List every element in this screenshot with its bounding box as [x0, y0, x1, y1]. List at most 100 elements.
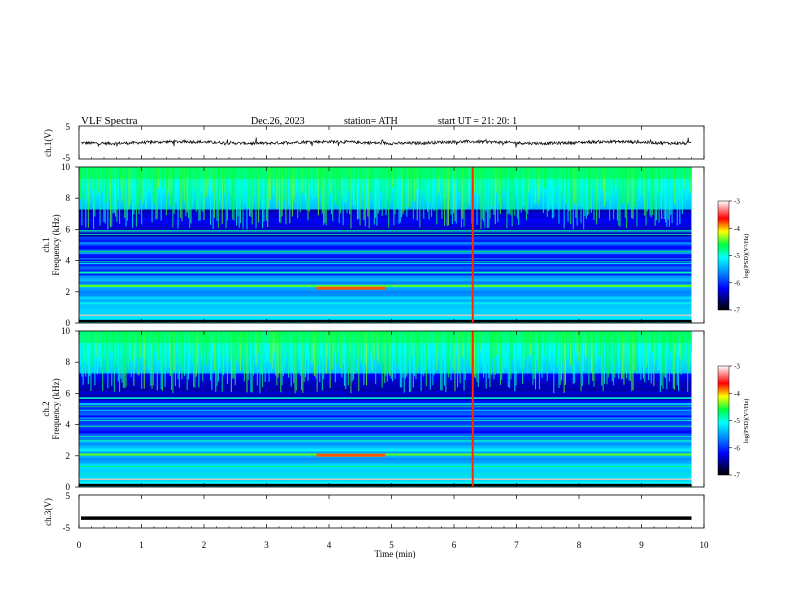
- spectrogram-band: [79, 391, 692, 395]
- spectrogram-sferic: [293, 331, 295, 384]
- spectrogram-sferic: [226, 331, 228, 384]
- spectrogram-band: [79, 296, 692, 300]
- spectrogram-sferic: [158, 331, 160, 361]
- spectrogram-sferic: [151, 167, 153, 223]
- spectrogram-sferic: [316, 331, 318, 392]
- ch2-colorbar-gradient: [717, 365, 730, 476]
- spectrogram-sferic: [250, 331, 252, 393]
- spectrogram-ref-line: [79, 319, 692, 323]
- spectrogram-band: [79, 209, 692, 213]
- spectrogram-sferic: [306, 167, 308, 211]
- spectrogram-sferic: [680, 331, 682, 375]
- spectrogram-sferic: [536, 331, 538, 361]
- spectrogram-sferic: [217, 167, 219, 228]
- spectrogram-sferic: [189, 167, 191, 228]
- spectrogram-sferic: [225, 167, 227, 229]
- spectrogram-sferic: [254, 167, 256, 198]
- spectrogram-sferic: [269, 331, 271, 364]
- spectrogram-sferic: [197, 167, 199, 210]
- spectrogram-sferic: [281, 167, 283, 217]
- spectrogram-sferic: [574, 331, 576, 383]
- spectrogram-sferic: [333, 167, 335, 203]
- spectrogram-sferic: [645, 167, 647, 226]
- spectrogram-sferic: [406, 167, 408, 217]
- spectrogram-sferic: [284, 331, 286, 370]
- spectrogram-sferic: [670, 167, 672, 215]
- spectrogram-sferic: [416, 167, 418, 221]
- spectrogram-sferic: [463, 167, 465, 227]
- spectrogram-sferic: [229, 331, 231, 359]
- spectrogram-sferic: [485, 331, 487, 389]
- spectrogram-sferic: [462, 167, 464, 219]
- spectrogram-sferic: [597, 167, 599, 202]
- spectrogram-line: [79, 465, 692, 467]
- spectrogram-sferic: [369, 167, 371, 193]
- spectrogram-sferic: [100, 331, 102, 367]
- spectrogram-sferic: [446, 331, 448, 366]
- spectrogram-sferic: [668, 331, 670, 382]
- spectrogram-sferic: [450, 331, 452, 380]
- spectrogram-sferic: [423, 167, 425, 219]
- spectrogram-sferic: [223, 331, 225, 376]
- spectrogram-sferic: [141, 167, 143, 225]
- spectrogram-sferic: [475, 167, 477, 192]
- spectrogram-band: [79, 266, 692, 270]
- spectrogram-sferic: [445, 167, 447, 199]
- spectrogram-sferic: [631, 331, 633, 392]
- spectrogram-band: [79, 272, 692, 276]
- spectrogram-sferic: [275, 331, 277, 376]
- spectrogram-sferic: [590, 167, 592, 213]
- spectrogram-sferic: [346, 167, 348, 213]
- spectrogram-sferic: [355, 167, 357, 205]
- spectrogram-sferic: [260, 167, 262, 208]
- spectrogram-sferic: [403, 167, 405, 211]
- spectrogram-sferic: [83, 167, 85, 201]
- spectrogram-sferic: [85, 331, 87, 377]
- spectrogram-sferic: [497, 167, 499, 223]
- spectrogram-sferic: [416, 331, 418, 372]
- spectrogram-sferic: [629, 167, 631, 209]
- spectrogram-sferic: [501, 167, 503, 208]
- spectrogram-sferic: [379, 331, 381, 363]
- spectrogram-line: [79, 251, 692, 252]
- spectrogram-sferic: [185, 167, 187, 217]
- spectrogram-sferic: [515, 167, 517, 198]
- spectrogram-sferic: [583, 331, 585, 371]
- spectrogram-line: [79, 301, 692, 303]
- spectrogram-sferic: [224, 331, 226, 357]
- spectrogram-sferic: [431, 167, 433, 217]
- spectrogram-sferic: [614, 331, 616, 378]
- spectrogram-line: [79, 473, 692, 475]
- spectrogram-sferic: [363, 331, 365, 385]
- spectrogram-sferic: [197, 331, 199, 364]
- spectrogram-sferic: [688, 167, 690, 194]
- spectrogram-line: [79, 456, 692, 458]
- spectrogram-sferic: [94, 331, 96, 386]
- spectrogram-sferic: [523, 167, 525, 206]
- spectrogram-sferic: [514, 331, 516, 392]
- spectrogram-sferic: [90, 167, 92, 195]
- xtick-label: 10: [700, 540, 710, 550]
- spectrogram-sferic: [233, 167, 235, 221]
- spectrogram-sferic: [650, 331, 652, 384]
- spectrogram-band: [79, 227, 692, 231]
- spectrogram-sferic: [499, 331, 501, 385]
- spectrogram-sferic: [285, 167, 287, 225]
- spectrogram-sferic: [194, 331, 196, 388]
- spectrogram-sferic: [154, 167, 156, 204]
- spectrogram-sferic: [661, 167, 663, 219]
- spectrogram-sferic: [242, 167, 244, 229]
- ch1-colorbar-label: log(PSD)(V²/Hz): [743, 234, 750, 279]
- spectrogram-sferic: [107, 167, 109, 230]
- spectrogram-sferic: [411, 167, 413, 200]
- spectrogram-sferic: [310, 331, 312, 362]
- spectrogram-enhanced: [316, 286, 386, 290]
- spectrogram-sferic: [533, 167, 535, 205]
- spectrogram-sferic: [267, 331, 269, 361]
- spectrogram-line: [79, 249, 692, 251]
- spectrogram-sferic: [353, 331, 355, 380]
- ch2-colorbar: -3 -4 -5 -6 -7 log(PSD)(V²/Hz): [717, 363, 750, 480]
- spectrogram-sferic: [368, 331, 370, 374]
- spectrogram-band: [79, 451, 692, 455]
- spectrogram-sferic: [668, 167, 670, 227]
